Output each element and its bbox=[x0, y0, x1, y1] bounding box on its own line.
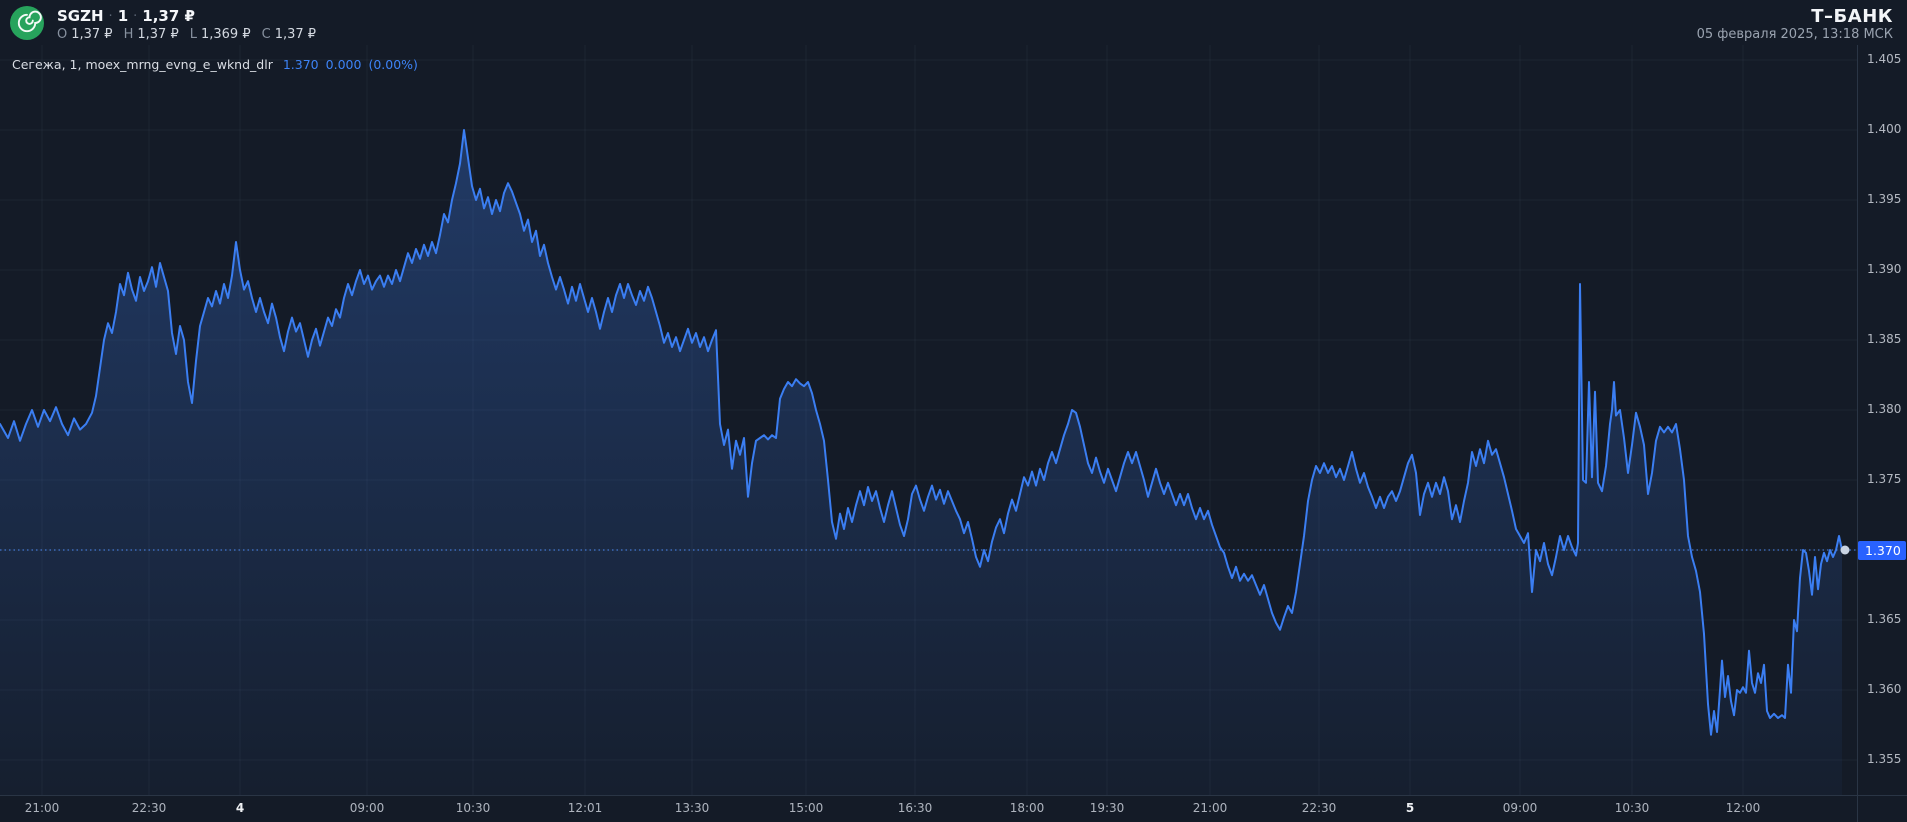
price-tick-label: 1.360 bbox=[1867, 682, 1902, 696]
price-tick-label: 1.365 bbox=[1867, 612, 1902, 626]
series-title: Сегежа, 1, moex_mrng_evng_e_wknd_dlr bbox=[12, 57, 273, 72]
chart-interval[interactable]: 1 bbox=[117, 7, 129, 25]
time-tick-label: 19:30 bbox=[1089, 801, 1125, 815]
time-tick-label: 22:30 bbox=[1301, 801, 1337, 815]
time-tick-label: 10:30 bbox=[1614, 801, 1650, 815]
time-tick-label: 09:00 bbox=[349, 801, 385, 815]
price-tick-label: 1.390 bbox=[1867, 262, 1902, 276]
header-price: 1,37 ₽ bbox=[142, 7, 195, 25]
last-price-dot bbox=[1840, 545, 1850, 555]
ohlc-value: 1,37 ₽ bbox=[274, 27, 317, 42]
legend-change-pct: (0.00%) bbox=[368, 57, 418, 72]
time-tick-label: 09:00 bbox=[1502, 801, 1538, 815]
ohlc-label: L bbox=[189, 27, 197, 42]
price-tick-label: 1.385 bbox=[1867, 332, 1902, 346]
legend-last-price: 1.370 bbox=[282, 57, 319, 72]
time-tick-label: 12:01 bbox=[567, 801, 603, 815]
ohlc-label: H bbox=[123, 27, 134, 42]
tbank-logo: Т–БАНК bbox=[1811, 6, 1893, 27]
price-tick-label: 1.405 bbox=[1867, 52, 1902, 66]
time-tick-label: 21:00 bbox=[24, 801, 60, 815]
ohlc-value: 1,37 ₽ bbox=[137, 27, 179, 42]
time-tick-label: 22:30 bbox=[131, 801, 167, 815]
time-tick-label: 12:00 bbox=[1725, 801, 1761, 815]
separator-dot: · bbox=[133, 9, 138, 24]
price-tick-label: 1.355 bbox=[1867, 752, 1902, 766]
price-tick-label: 1.380 bbox=[1867, 402, 1902, 416]
ohlc-label: O bbox=[57, 27, 68, 42]
time-tick-label: 10:30 bbox=[455, 801, 491, 815]
ticker-row: SGZH · 1 · 1,37 ₽ bbox=[57, 7, 195, 25]
segezha-logo-icon bbox=[10, 6, 44, 40]
price-area-fill bbox=[0, 130, 1842, 795]
symbol: SGZH bbox=[57, 7, 104, 25]
snapshot-datetime: 05 февраля 2025, 13:18 МСК bbox=[1696, 27, 1893, 42]
time-tick-label: 18:00 bbox=[1009, 801, 1045, 815]
ohlc-value: 1,369 ₽ bbox=[200, 27, 251, 42]
series-legend[interactable]: Сегежа, 1, moex_mrng_evng_e_wknd_dlr 1.37… bbox=[12, 57, 425, 72]
time-tick-label-day: 4 bbox=[235, 801, 245, 815]
time-tick-label-day: 5 bbox=[1405, 801, 1415, 815]
time-tick-label: 13:30 bbox=[674, 801, 710, 815]
time-tick-label: 21:00 bbox=[1192, 801, 1228, 815]
time-tick-label: 15:00 bbox=[788, 801, 824, 815]
price-tick-label: 1.395 bbox=[1867, 192, 1902, 206]
price-tick-label: 1.375 bbox=[1867, 472, 1902, 486]
ohlc-row: O 1,37 ₽ H 1,37 ₽ L 1,369 ₽ C 1,37 ₽ bbox=[57, 27, 327, 42]
time-tick-label: 16:30 bbox=[897, 801, 933, 815]
price-tick-label: 1.400 bbox=[1867, 122, 1902, 136]
price-line-series bbox=[0, 129, 1843, 736]
current-price-label: 1.370 bbox=[1858, 540, 1906, 560]
ohlc-label: C bbox=[261, 27, 271, 42]
legend-change-abs: 0.000 bbox=[325, 57, 362, 72]
separator-dot: · bbox=[108, 9, 113, 24]
ohlc-value: 1,37 ₽ bbox=[71, 27, 113, 42]
